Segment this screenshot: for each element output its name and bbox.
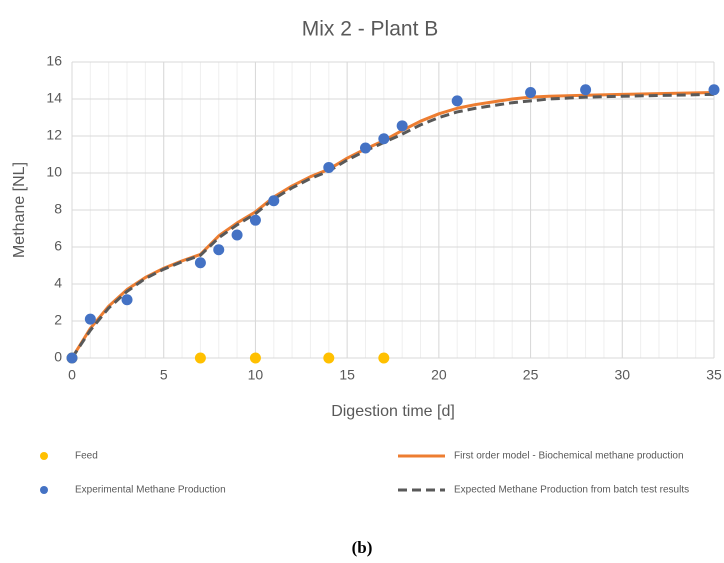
x-tick-label: 15 [339,367,355,383]
data-point [378,352,390,364]
data-point [84,313,96,325]
y-tick-label: 4 [54,275,62,291]
data-point [359,142,371,154]
legend-label: Experimental Methane Production [75,485,226,496]
legend-label: Expected Methane Production from batch t… [454,485,689,496]
x-tick-label: 30 [614,367,630,383]
legend-label: Feed [75,451,98,462]
x-tick-label: 10 [248,367,264,383]
legend-label: First order model - Biochemical methane … [454,451,684,462]
x-tick-label: 20 [431,367,447,383]
data-point [323,352,335,364]
data-point [708,84,720,96]
x-tick-label: 35 [706,367,722,383]
data-point [249,214,261,226]
x-tick-label: 5 [160,367,168,383]
data-point [323,161,335,173]
data-point [268,195,280,207]
data-point [194,352,206,364]
data-point [121,294,133,306]
y-tick-label: 12 [46,127,62,143]
y-tick-label: 16 [46,53,62,69]
y-axis-label: Methane [NL] [11,162,28,258]
caption: (b) [352,538,373,557]
x-tick-label: 25 [523,367,539,383]
y-tick-label: 14 [46,90,62,106]
data-point [378,133,390,145]
data-point [249,352,261,364]
data-point [525,87,537,99]
data-point [451,95,463,107]
x-axis-label: Digestion time [d] [331,403,455,420]
series-line [70,92,715,359]
y-tick-label: 2 [54,312,62,328]
x-tick-label: 0 [68,367,76,383]
y-tick-label: 8 [54,201,62,217]
legend-marker [40,452,48,460]
y-tick-label: 6 [54,238,62,254]
data-point [66,352,78,364]
data-point [580,84,592,96]
series-line [70,91,715,359]
chart-title: Mix 2 - Plant B [302,18,439,41]
data-point [194,257,206,269]
data-point [396,120,408,132]
legend-marker [40,486,48,494]
data-point [213,244,225,256]
y-tick-label: 10 [46,164,62,180]
data-point [231,229,243,241]
y-tick-label: 0 [54,349,62,365]
